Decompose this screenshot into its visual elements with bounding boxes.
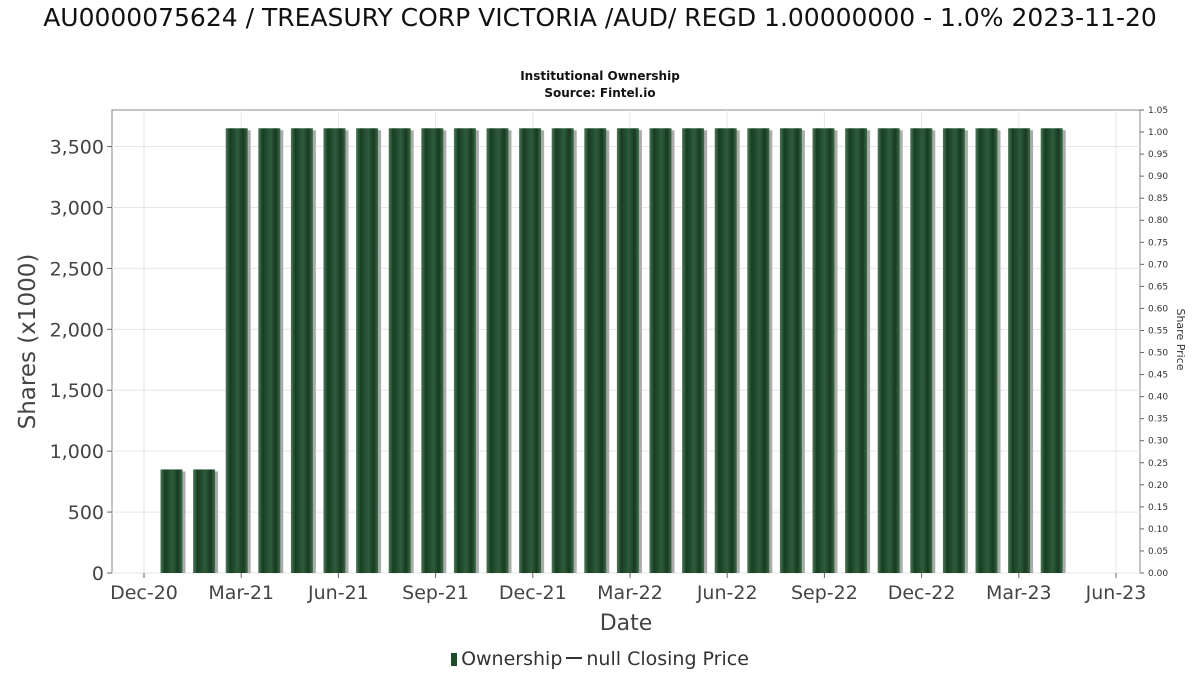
y-right-tick-label: 0.30 — [1148, 437, 1168, 447]
legend-ownership-label: Ownership — [461, 648, 563, 670]
bar-ownership — [714, 128, 737, 574]
y-right-tick-label: 0.95 — [1148, 150, 1168, 160]
y-tick-label: 3,000 — [50, 197, 104, 219]
bar-ownership — [877, 128, 900, 574]
bar-ownership — [1040, 128, 1063, 574]
bar-ownership — [486, 128, 509, 574]
bar-ownership — [584, 128, 607, 574]
legend-price-label: null Closing Price — [586, 648, 749, 670]
y-right-tick-label: 0.40 — [1148, 393, 1168, 403]
bar-ownership — [323, 128, 346, 574]
y-right-tick-label: 0.70 — [1148, 260, 1168, 270]
chart-subtitle: Institutional Ownership — [520, 69, 680, 83]
x-tick-label: Mar-21 — [208, 582, 274, 604]
bar-ownership — [356, 128, 379, 574]
legend-ownership-swatch — [451, 653, 458, 666]
y-right-tick-label: 0.45 — [1148, 371, 1168, 381]
x-tick-label: Sep-21 — [402, 582, 469, 604]
y-tick-label: 2,000 — [50, 319, 104, 341]
y-right-tick-label: 0.50 — [1148, 349, 1168, 359]
bar-ownership — [290, 128, 313, 574]
legend-price-swatch — [566, 657, 583, 659]
bar-ownership — [616, 128, 639, 574]
bar-ownership — [453, 128, 476, 574]
y-right-tick-label: 0.55 — [1148, 326, 1168, 336]
y-tick-label: 0 — [92, 563, 104, 585]
y-right-tick-label: 0.75 — [1148, 238, 1168, 248]
bar-ownership — [519, 128, 542, 574]
bar-ownership — [942, 128, 965, 574]
x-tick-label: Jun-22 — [696, 582, 758, 604]
y-right-tick-label: 0.10 — [1148, 525, 1168, 535]
x-tick-label: Jun-21 — [307, 582, 369, 604]
y-right-tick-label: 1.00 — [1148, 128, 1168, 138]
y-right-tick-label: 0.65 — [1148, 282, 1168, 292]
bar-ownership — [779, 128, 802, 574]
y-right-tick-label: 0.35 — [1148, 415, 1168, 425]
y-right-tick-label: 0.15 — [1148, 503, 1168, 513]
bar-ownership — [747, 128, 770, 574]
x-tick-label: Mar-23 — [986, 582, 1052, 604]
legend: Ownership null Closing Price — [0, 648, 1200, 670]
bar-ownership — [388, 128, 411, 574]
x-axis-label: Date — [600, 611, 653, 636]
y-right-tick-label: 1.05 — [1148, 106, 1168, 116]
bar-ownership — [845, 128, 868, 574]
y-right-tick-label: 0.90 — [1148, 172, 1168, 182]
x-tick-label: Dec-21 — [499, 582, 567, 604]
y-right-tick-label: 0.85 — [1148, 194, 1168, 204]
x-tick-label: Jun-23 — [1085, 582, 1147, 604]
x-tick-label: Mar-22 — [597, 582, 663, 604]
y-right-axis-label: Share Price — [1174, 308, 1187, 370]
bar-ownership — [812, 128, 835, 574]
chart-title: AU0000075624 / TREASURY CORP VICTORIA /A… — [43, 3, 1157, 32]
x-tick-label: Dec-20 — [110, 582, 178, 604]
x-tick-label: Sep-22 — [791, 582, 858, 604]
y-axis-label: Shares (x1000) — [15, 254, 41, 430]
bar-ownership — [193, 469, 216, 573]
y-right-tick-label: 0.80 — [1148, 216, 1168, 226]
y-right-tick-label: 0.00 — [1148, 569, 1168, 579]
y-tick-label: 1,500 — [50, 380, 104, 402]
y-tick-label: 500 — [68, 502, 104, 524]
bar-ownership — [551, 128, 574, 574]
bar-ownership — [649, 128, 672, 574]
bar-ownership — [160, 469, 183, 573]
bar-ownership — [1008, 128, 1031, 574]
bar-ownership — [258, 128, 281, 574]
x-tick-label: Dec-22 — [888, 582, 956, 604]
y-tick-label: 3,500 — [50, 137, 104, 159]
y-tick-label: 1,000 — [50, 441, 104, 463]
y-right-tick-label: 0.05 — [1148, 547, 1168, 557]
bar-ownership — [910, 128, 933, 574]
bar-ownership — [975, 128, 998, 574]
y-right-tick-label: 0.20 — [1148, 481, 1168, 491]
chart-source: Source: Fintel.io — [544, 86, 656, 100]
y-tick-label: 2,500 — [50, 258, 104, 280]
bar-ownership — [682, 128, 705, 574]
y-right-tick-label: 0.25 — [1148, 459, 1168, 469]
y-right-tick-label: 0.60 — [1148, 304, 1168, 314]
bar-ownership — [421, 128, 444, 574]
bar-ownership — [225, 128, 248, 574]
